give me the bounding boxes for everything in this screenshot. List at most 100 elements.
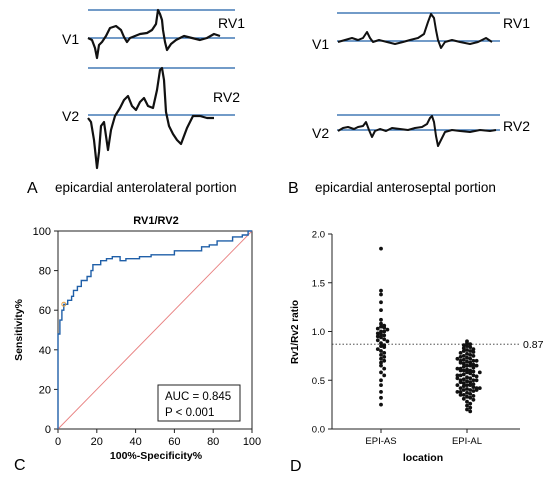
panel-letter-c: C	[14, 457, 26, 474]
scatter-point	[474, 358, 479, 363]
scatter-point	[379, 395, 383, 400]
scatter-category-label: EPI-AL	[452, 436, 482, 447]
scatter-point	[461, 346, 466, 350]
scatter-point	[379, 341, 383, 346]
panel-caption-b: epicardial anteroseptal portion	[315, 180, 496, 195]
roc-p-text: P < 0.001	[165, 407, 214, 419]
scatter-point	[465, 391, 469, 395]
lead-label-v2-b: V2	[312, 125, 329, 141]
scatter-point	[471, 382, 476, 386]
scatter-point	[468, 360, 473, 365]
scatter-point	[379, 332, 383, 337]
scatter-x-axis-label: location	[403, 452, 443, 464]
scatter-point	[379, 360, 383, 365]
roc-cutoff-point	[61, 301, 67, 307]
scatter-point	[379, 300, 383, 305]
scatter-point	[465, 359, 469, 364]
scatter-point	[379, 390, 383, 394]
scatter-y-tick-label: 1.5	[312, 278, 325, 289]
scatter-point	[471, 354, 476, 358]
panel-c-roc-chart: RV1/RV2 0 20 40 60 80 100 0 20 40 60 80 100 AUC = …	[13, 215, 261, 474]
scatter-point	[461, 393, 466, 397]
panel-d-scatter-chart: 0.0 0.5 1.0 1.5 2.0 0.87 EPI-AS EPI-AL Rv1/Rv…	[290, 230, 544, 476]
scatter-point	[465, 355, 469, 360]
scatter-point	[461, 372, 466, 377]
scatter-point	[455, 390, 460, 394]
scatter-y-tick-label: 0.5	[312, 376, 325, 387]
scatter-point	[455, 356, 460, 361]
scatter-point	[379, 292, 383, 297]
scatter-point	[468, 363, 473, 368]
scatter-point	[385, 327, 390, 332]
scatter-point	[471, 350, 476, 354]
scatter-point	[379, 402, 383, 407]
scatter-point	[465, 383, 469, 387]
scatter-point	[465, 387, 469, 391]
scatter-point	[382, 333, 387, 338]
scatter-point	[382, 366, 387, 371]
scatter-point	[461, 396, 466, 401]
ecg-trace-v1-b	[337, 13, 493, 49]
scatter-point	[379, 356, 383, 361]
panel-letter-b: B	[288, 180, 299, 197]
roc-y-tick-label: 60	[39, 305, 51, 317]
scatter-point	[458, 373, 463, 378]
scatter-points	[375, 246, 482, 414]
scatter-y-tick-label: 2.0	[312, 230, 325, 241]
scatter-point	[379, 246, 383, 251]
scatter-point	[458, 360, 463, 365]
scatter-point	[465, 367, 469, 372]
scatter-point	[465, 344, 469, 348]
roc-x-tick-label: 0	[55, 436, 61, 448]
panel-caption-a: epicardial anterolateral portion	[55, 180, 237, 195]
scatter-point	[375, 326, 380, 331]
scatter-point	[471, 373, 476, 378]
scatter-point	[471, 394, 476, 398]
roc-x-tick-label: 80	[207, 436, 219, 448]
scatter-point	[471, 347, 476, 351]
scatter-point	[468, 376, 473, 381]
scatter-point	[458, 393, 463, 397]
scatter-point	[477, 370, 482, 375]
scatter-point	[458, 351, 463, 355]
scatter-point	[382, 373, 387, 378]
scatter-point	[379, 317, 383, 322]
scatter-point	[379, 344, 383, 348]
scatter-point	[382, 351, 387, 355]
scatter-point	[379, 324, 383, 329]
scatter-x-axis: EPI-AS EPI-AL	[365, 429, 482, 447]
scatter-point	[379, 349, 383, 353]
scatter-point	[379, 370, 383, 375]
scatter-point	[375, 334, 380, 339]
scatter-point	[455, 366, 460, 371]
scatter-point	[465, 394, 469, 399]
scatter-point	[461, 377, 466, 382]
scatter-point	[379, 308, 383, 312]
scatter-point	[465, 363, 469, 368]
scatter-point	[471, 369, 476, 374]
scatter-point	[471, 378, 476, 383]
scatter-category-label: EPI-AS	[365, 436, 396, 447]
scatter-point	[379, 363, 383, 368]
roc-plot-frame	[57, 230, 253, 430]
panel-letter-d: D	[290, 458, 302, 475]
roc-y-tick-label: 40	[39, 345, 51, 357]
scatter-point	[465, 399, 469, 404]
scatter-point	[379, 288, 383, 293]
scatter-y-tick-label: 1.0	[312, 327, 325, 338]
scatter-point	[468, 383, 473, 387]
panel-a: V1 V2 RV1 RV2 A epicardial anterolateral…	[27, 8, 245, 197]
scatter-y-axis-label: Rv1/Rv2 ratio	[290, 300, 301, 364]
scatter-point	[461, 354, 466, 358]
scatter-point	[471, 365, 476, 370]
scatter-point	[477, 386, 482, 390]
roc-y-axis: 0 20 40 60 80 100	[33, 226, 58, 436]
scatter-point	[458, 390, 463, 394]
scatter-point	[468, 409, 473, 414]
scatter-point	[455, 376, 460, 381]
scatter-point	[379, 329, 383, 334]
scatter-point	[461, 364, 466, 369]
scatter-point	[468, 380, 473, 385]
panel-b: V1 V2 RV1 RV2 B epicardial anteroseptal …	[288, 12, 530, 197]
